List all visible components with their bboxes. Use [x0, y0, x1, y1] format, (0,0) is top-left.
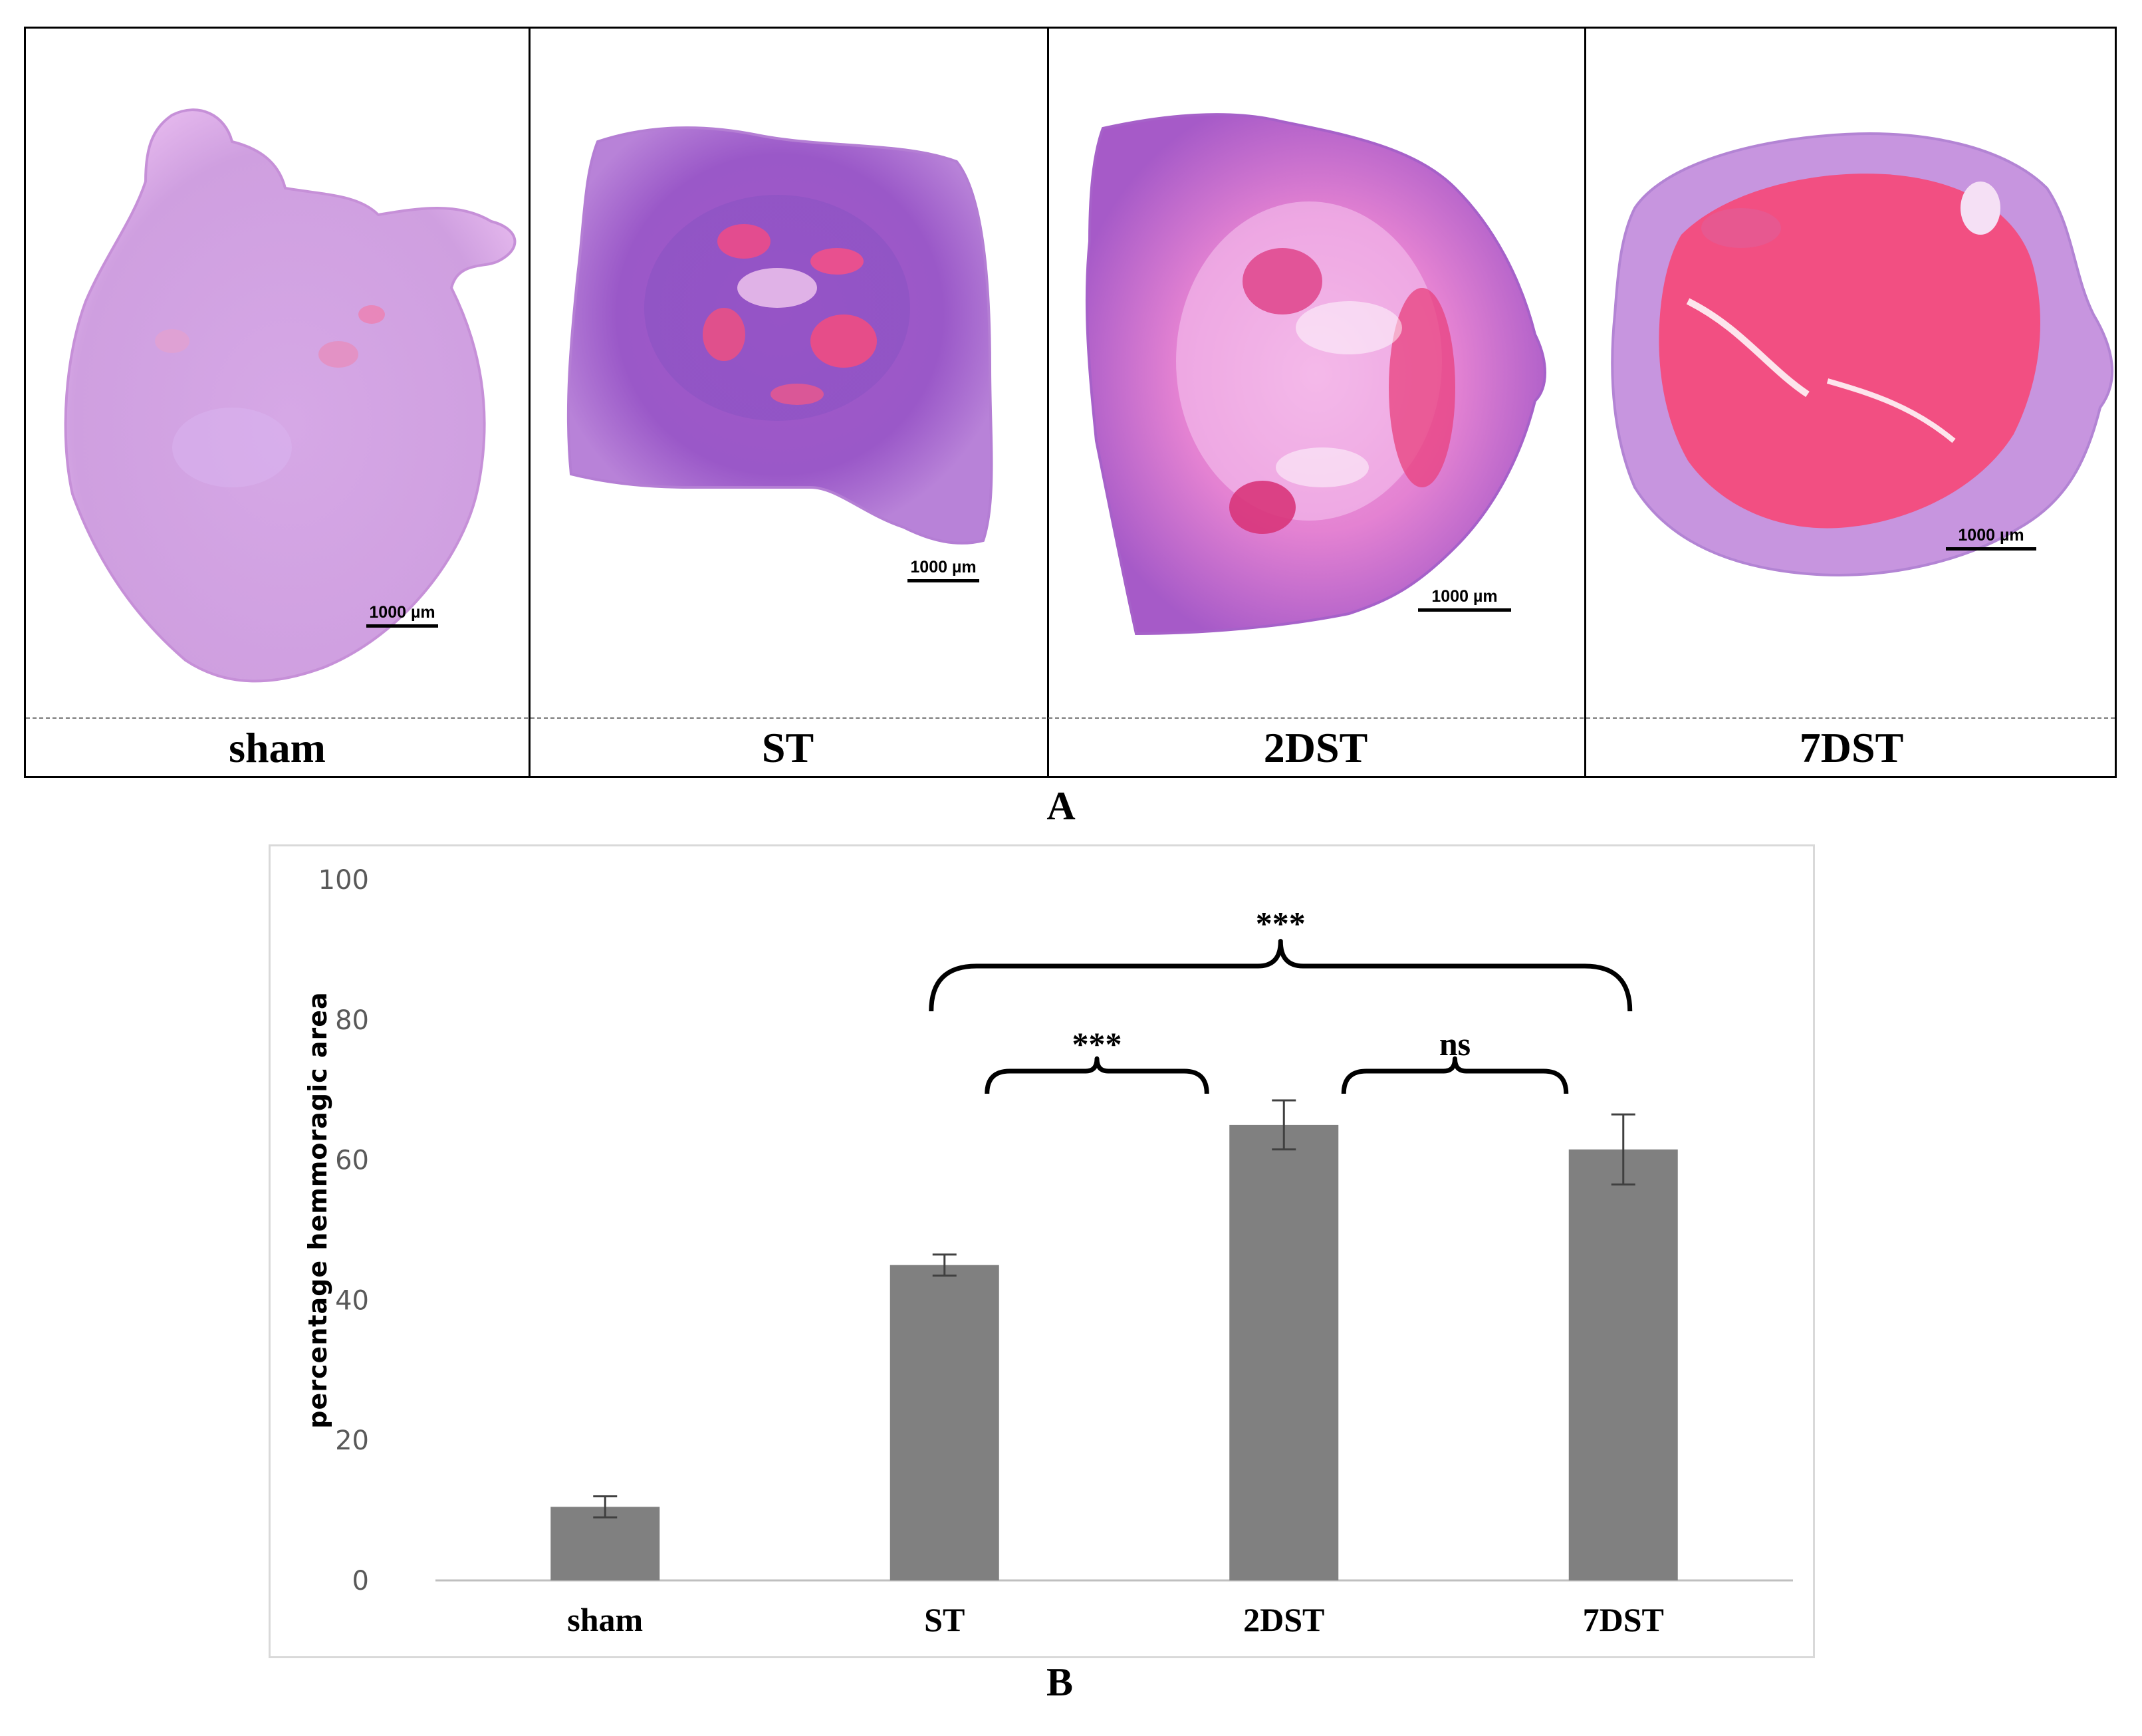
category-label: ST — [924, 1601, 965, 1638]
y-tick-label: 0 — [352, 1566, 369, 1596]
error-bar-2dst — [1272, 1099, 1296, 1151]
scale-bar-label: 1000 µm — [910, 558, 977, 576]
bar-chart: percentage hemmoragic area 020406080100 … — [303, 865, 1793, 1638]
y-tick-label: 80 — [335, 1005, 369, 1036]
7dst-tissue-image — [1611, 132, 2114, 576]
bar-chart-panel: percentage hemmoragic area 0 20 40 60 80 100 … — [269, 844, 1815, 1658]
bar-sham — [550, 1507, 660, 1580]
sham-scale-bar: 1000 µm — [366, 603, 438, 628]
2dst-label: 2DST — [1263, 724, 1368, 771]
y-tick-label: 100 — [318, 865, 369, 896]
sham-label: sham — [229, 724, 326, 771]
bracket-2dst-7dst — [1341, 1056, 1569, 1094]
category-label: 7DST — [1583, 1601, 1664, 1638]
panel-divider — [1584, 29, 1586, 776]
7dst-scale-bar: 1000 µm — [1946, 526, 2036, 551]
bracket-st-7dst — [929, 939, 1633, 1012]
7dst-label: 7DST — [1799, 724, 1904, 771]
panel-divider — [1047, 29, 1049, 776]
bracket-2dst-7dst-label: ns — [1439, 1025, 1471, 1062]
2dst-scale-bar: 1000 µm — [1418, 587, 1511, 612]
bars — [550, 1099, 1678, 1580]
significance-annotations: *** *** ns — [929, 904, 1633, 1094]
scale-bar-line — [366, 624, 438, 628]
st-scale-bar: 1000 µm — [907, 558, 979, 582]
panel-b-letter: B — [1046, 1660, 1074, 1704]
y-ticks: 0 20 40 60 80 100 — [318, 865, 369, 1596]
category-label: 2DST — [1243, 1601, 1324, 1638]
sham-tissue-image — [64, 108, 517, 683]
bracket-st-2dst — [985, 1056, 1209, 1094]
bar-st — [890, 1265, 999, 1580]
histology-panel: 1000 µm sham 1000 µm ST — [24, 27, 2117, 778]
scale-bar-line — [1418, 608, 1511, 612]
scale-bar-line — [1946, 547, 2036, 551]
st-label: ST — [761, 724, 814, 771]
bar-2dst — [1229, 1124, 1339, 1580]
error-bar-7dst — [1611, 1113, 1635, 1185]
dashed-separator — [26, 717, 2115, 719]
y-tick-label: 40 — [335, 1285, 369, 1316]
2dst-tissue-image — [1085, 113, 1546, 636]
scale-bar-label: 1000 µm — [369, 603, 435, 622]
error-bar-sham — [593, 1495, 618, 1519]
bar-7dst — [1568, 1149, 1678, 1580]
category-label: sham — [567, 1601, 643, 1638]
scale-bar-label: 1000 µm — [1958, 526, 2024, 545]
bracket-st-2dst-label: *** — [1072, 1025, 1122, 1062]
y-tick-label: 60 — [335, 1146, 369, 1176]
panel-a-letter: A — [1046, 784, 1076, 828]
scale-bar-line — [907, 579, 979, 582]
st-tissue-image — [566, 126, 993, 545]
bracket-st-7dst-label: *** — [1256, 904, 1306, 941]
panel-divider — [529, 29, 531, 776]
y-tick-label: 20 — [335, 1426, 369, 1456]
error-bar-st — [932, 1253, 957, 1277]
category-labels: sham ST 2DST 7DST — [567, 1601, 1664, 1638]
scale-bar-label: 1000 µm — [1431, 587, 1498, 606]
y-axis-label: percentage hemmoragic area — [303, 991, 332, 1428]
